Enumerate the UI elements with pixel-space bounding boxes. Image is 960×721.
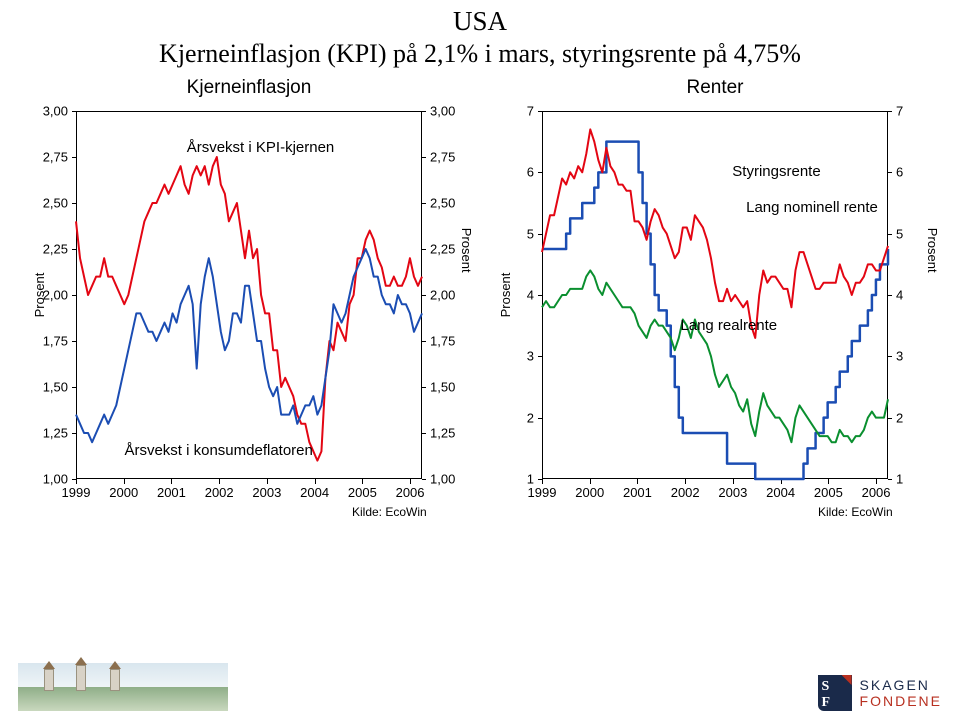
series-label-real: Lang realrente <box>680 317 777 334</box>
footer-illustration <box>18 663 228 711</box>
series-real <box>542 270 888 442</box>
series-label-kpi: Årsvekst i KPI-kjernen <box>187 139 335 156</box>
left-chart: Kjerneinflasjon 1,001,001,251,251,501,50… <box>24 77 474 525</box>
page-title-line2: Kjerneinflasjon (KPI) på 2,1% i mars, st… <box>0 39 960 69</box>
brand-name-b: FONDENE <box>860 693 942 709</box>
series-policy <box>542 142 888 479</box>
brand-mark-icon: SF <box>818 675 852 711</box>
left-plot-box: 1,001,001,251,251,501,501,751,752,002,00… <box>24 105 474 525</box>
series-label-policy: Styringsrente <box>732 163 820 180</box>
right-chart: Renter 11223344556677ProsentProsent19992… <box>490 77 940 525</box>
page-title-line1: USA <box>0 6 960 37</box>
brand-name-a: SKAGEN <box>860 677 930 693</box>
series-kpi <box>76 157 422 461</box>
left-chart-title: Kjerneinflasjon <box>24 77 474 99</box>
series-label-nominal: Lang nominell rente <box>746 199 878 216</box>
chart-lines <box>490 105 940 525</box>
series-nominal <box>542 129 888 338</box>
right-chart-title: Renter <box>490 77 940 99</box>
brand-logo: SF SKAGEN FONDENE <box>818 675 942 711</box>
chart-row: Kjerneinflasjon 1,001,001,251,251,501,50… <box>0 77 960 525</box>
right-plot-box: 11223344556677ProsentProsent199920002001… <box>490 105 940 525</box>
chart-lines <box>24 105 474 525</box>
brand-text: SKAGEN FONDENE <box>860 677 942 709</box>
footer: SF SKAGEN FONDENE <box>0 651 960 721</box>
series-label-deflator: Årsvekst i konsumdeflatoren <box>124 442 312 459</box>
series-deflator <box>76 249 422 442</box>
